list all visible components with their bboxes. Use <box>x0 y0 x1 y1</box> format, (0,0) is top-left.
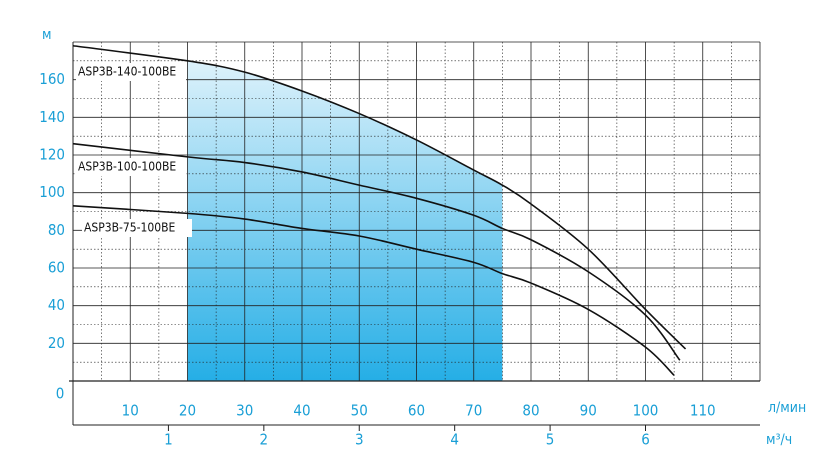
y-tick-label: 40 <box>48 296 65 314</box>
x-tick-label: 50 <box>351 402 368 420</box>
curve <box>72 44 687 350</box>
curve <box>72 205 675 376</box>
y-tick-label: 160 <box>39 70 65 88</box>
series-label: ASP3B-140-100BE <box>78 65 176 79</box>
x2-tick-label: 1 <box>164 431 173 449</box>
series-label: ASP3B-100-100BE <box>78 160 176 174</box>
y-tick-label: 120 <box>39 146 65 164</box>
label-bg <box>76 63 186 81</box>
x-tick-label: 20 <box>179 402 196 420</box>
y-axis-label: м <box>42 27 52 43</box>
y-tick-label: 140 <box>39 108 65 126</box>
x-tick-label: 80 <box>522 402 539 420</box>
x2-axis-label: м³/ч <box>766 432 792 448</box>
y-tick-label: 100 <box>39 183 65 201</box>
x-tick-label: 70 <box>465 402 482 420</box>
shaded-area <box>187 60 503 381</box>
x-tick-label: 10 <box>122 402 139 420</box>
x2-tick-label: 4 <box>450 431 459 449</box>
x-tick-label: 100 <box>633 402 659 420</box>
x2-tick-label: 3 <box>355 431 364 449</box>
y-tick-label: 80 <box>48 221 65 239</box>
x-tick-label: 60 <box>408 402 425 420</box>
y-tick-label: 60 <box>48 259 65 277</box>
x-tick-label: 110 <box>690 402 716 420</box>
series-label: ASP3B-75-100BE <box>84 221 176 235</box>
label-bg <box>76 158 186 176</box>
x2-tick-label: 5 <box>546 431 555 449</box>
x-tick-label: 90 <box>580 402 597 420</box>
x2-tick-label: 2 <box>260 431 269 449</box>
x-tick-label: 40 <box>293 402 310 420</box>
x-tick-label: 0 <box>56 385 65 403</box>
label-bg <box>82 219 192 237</box>
y-tick-label: 20 <box>48 334 65 352</box>
x-axis-label: л/мин <box>768 400 806 416</box>
curve <box>72 142 681 361</box>
x-tick-label: 30 <box>236 402 253 420</box>
x2-tick-label: 6 <box>641 431 650 449</box>
